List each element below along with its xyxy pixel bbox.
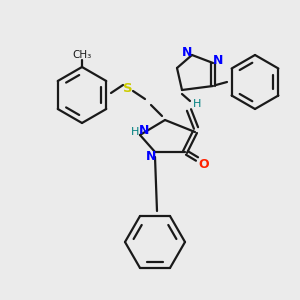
Text: CH₃: CH₃ xyxy=(72,50,92,60)
Text: H: H xyxy=(193,99,201,109)
Text: N: N xyxy=(182,46,192,59)
Text: N: N xyxy=(146,151,156,164)
Text: N: N xyxy=(213,53,223,67)
Text: O: O xyxy=(199,158,209,170)
Text: N: N xyxy=(139,124,149,137)
Text: S: S xyxy=(123,82,133,94)
Text: H: H xyxy=(131,127,139,137)
